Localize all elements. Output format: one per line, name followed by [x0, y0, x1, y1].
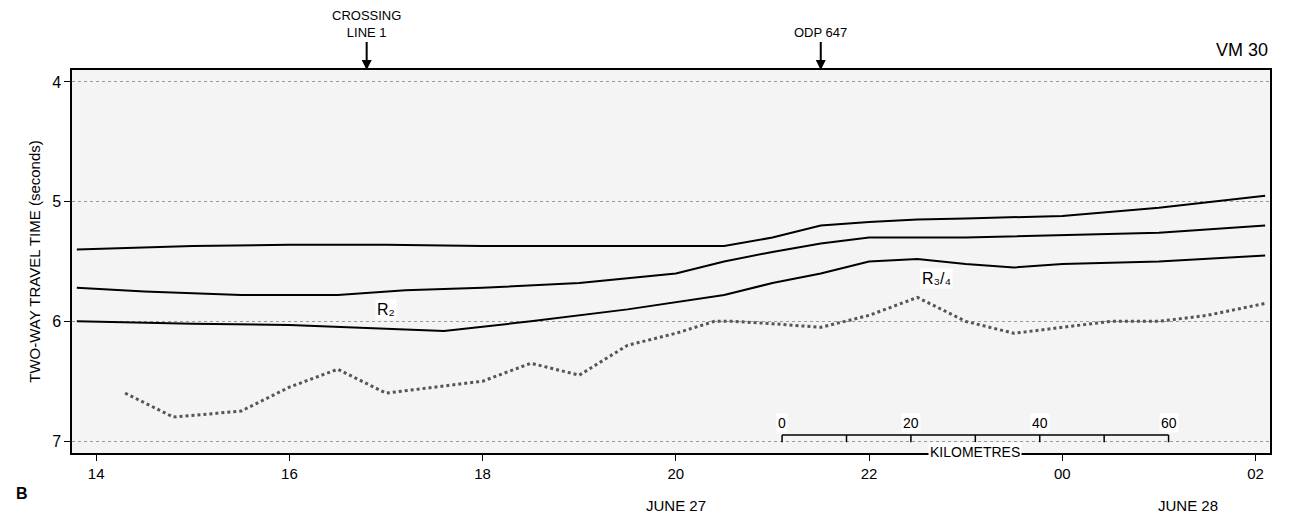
svg-text:40: 40	[1032, 415, 1048, 431]
svg-text:18: 18	[474, 465, 491, 482]
svg-text:B: B	[16, 485, 28, 502]
svg-text:00: 00	[1054, 465, 1071, 482]
svg-text:R₃/₄: R₃/₄	[922, 270, 951, 287]
svg-text:JUNE 27: JUNE 27	[646, 497, 706, 514]
svg-text:7: 7	[52, 433, 61, 450]
svg-text:22: 22	[861, 465, 878, 482]
svg-text:14: 14	[88, 465, 105, 482]
svg-text:20: 20	[903, 415, 919, 431]
svg-text:KILOMETRES: KILOMETRES	[930, 444, 1020, 460]
svg-text:02: 02	[1247, 465, 1264, 482]
svg-text:0: 0	[778, 415, 786, 431]
svg-text:R₂: R₂	[377, 301, 395, 318]
svg-text:60: 60	[1161, 415, 1177, 431]
svg-text:5: 5	[52, 193, 61, 210]
svg-text:TWO-WAY TRAVEL TIME (seconds): TWO-WAY TRAVEL TIME (seconds)	[26, 140, 43, 383]
svg-text:JUNE 28: JUNE 28	[1158, 497, 1218, 514]
svg-text:4: 4	[52, 74, 61, 91]
svg-text:CROSSINGLINE 1: CROSSINGLINE 1	[332, 8, 401, 40]
svg-text:16: 16	[281, 465, 298, 482]
svg-text:20: 20	[667, 465, 684, 482]
svg-text:ODP 647: ODP 647	[794, 25, 847, 40]
svg-text:6: 6	[52, 313, 61, 330]
svg-text:VM 30: VM 30	[1216, 40, 1268, 60]
